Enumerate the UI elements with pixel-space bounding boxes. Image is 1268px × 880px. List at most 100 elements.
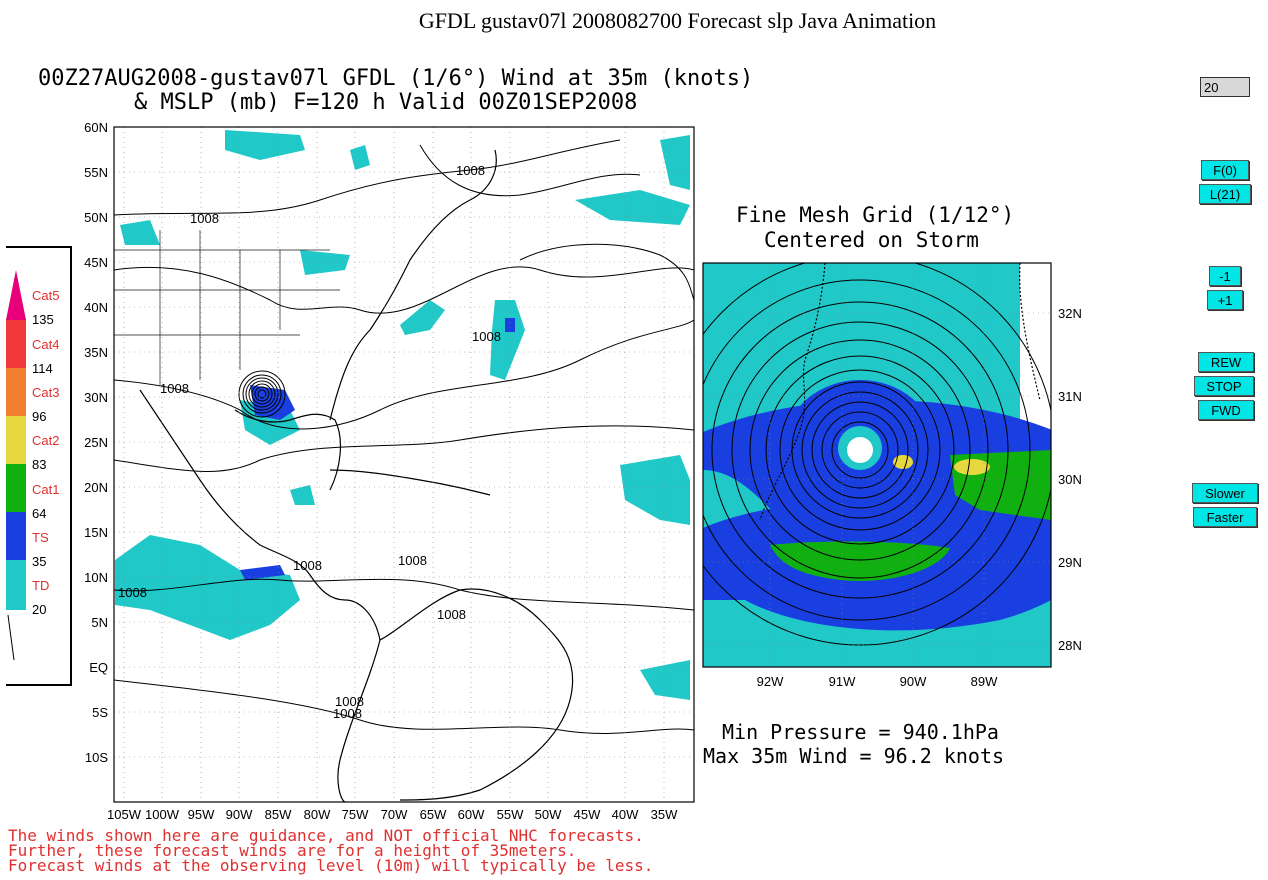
legend-threshold: 35: [32, 554, 46, 569]
lat-label: 10N: [84, 570, 108, 585]
legend-label-cat3: Cat3: [32, 385, 59, 400]
lat-label: 15N: [84, 525, 108, 540]
lon-label: 55W: [497, 807, 524, 822]
lon-label: 90W: [900, 674, 927, 689]
legend-threshold: 135: [32, 312, 54, 327]
main-map-title-line2: & MSLP (mb) F=120 h Valid 00Z01SEP2008: [134, 90, 638, 115]
main-map-title-line1: 00Z27AUG2008-gustav07l GFDL (1/6°) Wind …: [38, 66, 754, 91]
legend-label-cat4: Cat4: [32, 337, 59, 352]
lon-label: 35W: [651, 807, 678, 822]
frame-number-input[interactable]: [1200, 77, 1250, 97]
lat-label: 28N: [1058, 638, 1082, 653]
lat-label: 32N: [1058, 306, 1082, 321]
legend-label-cat5: Cat5: [32, 288, 59, 303]
legend-frame: [6, 246, 72, 686]
disclaimer-line2: Further, these forecast winds are for a …: [8, 841, 577, 860]
rewind-button[interactable]: REW: [1198, 352, 1254, 372]
lat-label: 40N: [84, 300, 108, 315]
lon-label: 91W: [829, 674, 856, 689]
lat-label: 31N: [1058, 389, 1082, 404]
legend-swatch-ts: [6, 512, 26, 560]
lon-label: 65W: [420, 807, 447, 822]
isobar-lines: [114, 139, 694, 735]
isobar-label: 1008: [160, 381, 189, 396]
stop-button[interactable]: STOP: [1194, 376, 1254, 396]
isobar-label: 1008: [456, 163, 485, 178]
legend-threshold: 20: [32, 602, 46, 617]
lat-label: 5S: [92, 705, 108, 720]
coastlines: [139, 149, 574, 802]
lon-label: 60W: [458, 807, 485, 822]
lon-label: 75W: [342, 807, 369, 822]
lon-label: 70W: [381, 807, 408, 822]
disclaimer-line1: The winds shown here are guidance, and N…: [8, 826, 644, 845]
wind-legend: Cat5 Cat4 Cat3 Cat2 Cat1 TS TD 135 114 9…: [6, 270, 59, 661]
fine-lon-labels: 92W 91W 90W 89W: [757, 674, 998, 689]
disclaimer-line3: Forecast winds at the observing level (1…: [8, 856, 654, 875]
last-frame-button[interactable]: L(21): [1199, 184, 1251, 204]
lon-label: 92W: [757, 674, 784, 689]
map-gridlines: [114, 127, 694, 802]
lat-label: 50N: [84, 210, 108, 225]
lon-label: 40W: [612, 807, 639, 822]
min-pressure-text: Min Pressure = 940.1hPa: [722, 720, 999, 744]
isobar-label: 1008: [333, 706, 362, 721]
legend-swatch-cat1: [6, 464, 26, 512]
legend-threshold: 114: [32, 361, 53, 376]
lat-label: EQ: [89, 660, 108, 675]
lat-label: 25N: [84, 435, 108, 450]
legend-swatch-cat4: [6, 320, 26, 368]
legend-label-cat1: Cat1: [32, 482, 59, 497]
political-borders: [114, 230, 340, 385]
isobar-label: 1008: [118, 585, 147, 600]
lat-label: 30N: [84, 390, 108, 405]
legend-label-td: TD: [32, 578, 49, 593]
storm-isobars: [238, 370, 286, 418]
isobar-label: 1008: [472, 329, 501, 344]
lat-label: 20N: [84, 480, 108, 495]
lat-label: 60N: [84, 120, 108, 135]
legend-swatch-td: [6, 560, 26, 610]
slower-button[interactable]: Slower: [1192, 483, 1258, 503]
lat-label: 10S: [85, 750, 108, 765]
fine-lat-labels: 32N 31N 30N 29N 28N: [1058, 306, 1082, 653]
isobar-label: 1008: [293, 558, 322, 573]
legend-threshold: 96: [32, 409, 46, 424]
isobar-label: 1008: [190, 211, 219, 226]
first-frame-button[interactable]: F(0): [1201, 160, 1249, 180]
lat-label: 5N: [91, 615, 108, 630]
legend-threshold: 83: [32, 457, 46, 472]
legend-swatch-cat5: [6, 270, 26, 320]
fine-mesh-map: [703, 263, 1051, 667]
main-lat-labels: 60N 55N 50N 45N 40N 35N 30N 25N 20N 15N …: [84, 120, 108, 765]
forward-button[interactable]: FWD: [1198, 400, 1254, 420]
lat-label: 30N: [1058, 472, 1082, 487]
main-lon-labels: 105W 100W 95W 90W 85W 80W 75W 70W 65W 60…: [107, 807, 678, 822]
step-forward-button[interactable]: +1: [1207, 290, 1243, 310]
td-wind-areas: [115, 130, 690, 700]
faster-button[interactable]: Faster: [1193, 507, 1257, 527]
fine-mesh-title-line2: Centered on Storm: [764, 228, 979, 252]
fine-mesh-title-line1: Fine Mesh Grid (1/12°): [736, 203, 1015, 227]
lon-label: 50W: [535, 807, 562, 822]
legend-label-ts: TS: [32, 530, 49, 545]
lon-label: 95W: [188, 807, 215, 822]
lat-label: 29N: [1058, 555, 1082, 570]
legend-swatch-cat3: [6, 368, 26, 416]
isobar-label-group: 1008 1008 1008 1008 1008 1008 1008 1008 …: [118, 163, 501, 721]
step-back-button[interactable]: -1: [1209, 266, 1241, 286]
max-wind-text: Max 35m Wind = 96.2 knots: [703, 744, 1005, 768]
isobar-label: 1008: [335, 694, 364, 709]
page-title: GFDL gustav07l 2008082700 Forecast slp J…: [418, 8, 937, 33]
legend-label-cat2: Cat2: [32, 433, 59, 448]
lon-label: 45W: [574, 807, 601, 822]
lat-label: 45N: [84, 255, 108, 270]
isobar-label: 1008: [398, 553, 427, 568]
legend-swatch-cat2: [6, 416, 26, 464]
lon-label: 89W: [971, 674, 998, 689]
lat-label: 35N: [84, 345, 108, 360]
lon-label: 100W: [145, 807, 180, 822]
lon-label: 105W: [107, 807, 142, 822]
legend-threshold: 64: [32, 506, 46, 521]
